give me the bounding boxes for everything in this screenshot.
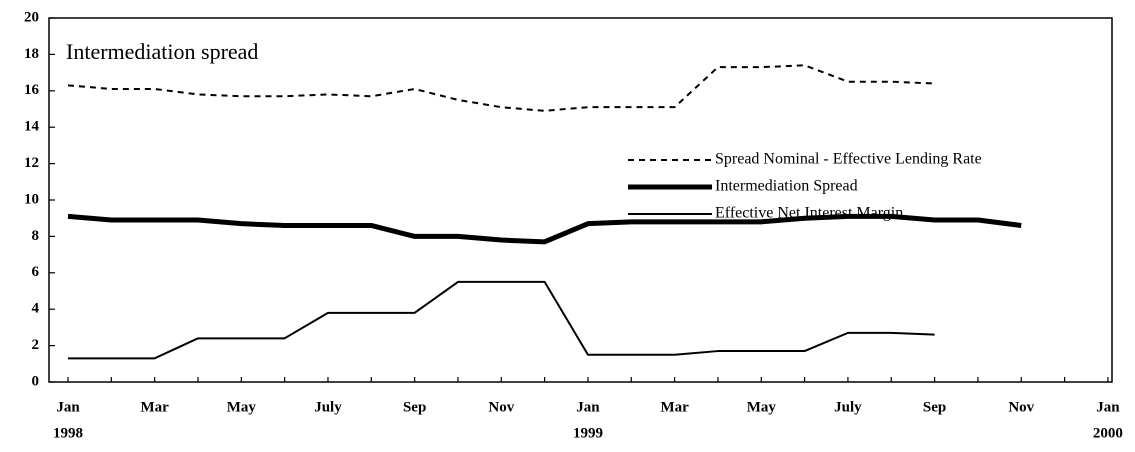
y-tick-label: 20 [24, 9, 39, 25]
y-tick-label: 14 [24, 119, 40, 135]
y-tick-label: 10 [24, 191, 39, 207]
x-tick-label: Sep [923, 399, 946, 415]
annotation: Intermediation spread [66, 39, 258, 64]
x-tick-label: Mar [140, 399, 169, 415]
y-tick-label: 18 [24, 46, 39, 62]
y-tick-label: 4 [32, 301, 40, 317]
y-tick-label: 6 [32, 264, 40, 280]
series-line [67, 64, 935, 112]
x-tick-label: July [314, 399, 342, 415]
x-tick-label: Mar [660, 399, 689, 415]
plot-frame [48, 17, 1113, 383]
x-tick-label: May [747, 399, 777, 415]
y-tick-label: 8 [32, 228, 40, 244]
y-tick-label: 2 [32, 337, 40, 353]
x-tick-label: May [227, 399, 257, 415]
x-tick-label: Jan [56, 399, 80, 415]
series-line [67, 213, 1022, 245]
x-tick-label: Nov [488, 399, 514, 415]
legend-label: Effective Net Interest Margin [715, 205, 903, 222]
series-line [68, 280, 935, 360]
x-year-label: 2000 [1093, 425, 1123, 441]
x-tick-label: Nov [1008, 399, 1034, 415]
x-tick-label: July [834, 399, 862, 415]
x-tick-label: Sep [403, 399, 426, 415]
y-tick-label: 0 [32, 373, 40, 389]
x-tick-label: Jan [576, 399, 600, 415]
y-tick-label: 12 [24, 155, 39, 171]
x-year-label: 1998 [53, 425, 83, 441]
legend-label: Spread Nominal - Effective Lending Rate [715, 151, 982, 168]
y-tick-label: 16 [24, 82, 40, 98]
legend-label: Intermediation Spread [715, 178, 858, 195]
x-tick-label: Jan [1096, 399, 1120, 415]
x-year-label: 1999 [573, 425, 603, 441]
